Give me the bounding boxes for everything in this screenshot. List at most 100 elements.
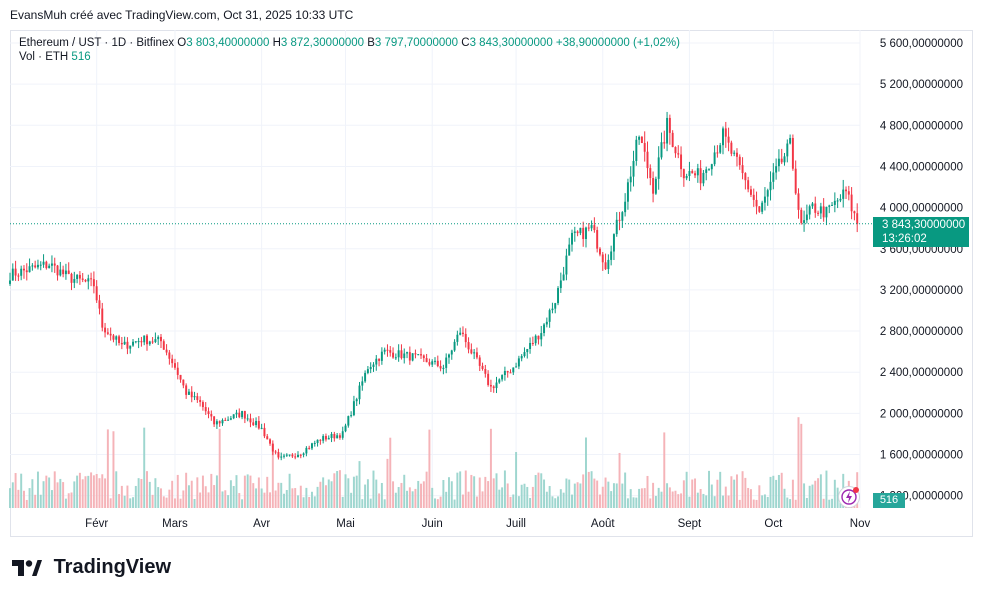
candle-body bbox=[341, 431, 344, 438]
candle-body bbox=[777, 158, 780, 167]
volume-bar bbox=[90, 472, 93, 508]
volume-bar bbox=[828, 499, 831, 508]
candle-body bbox=[36, 264, 39, 268]
candle-body bbox=[193, 396, 196, 398]
candle-body bbox=[604, 262, 607, 270]
x-tick-label: Juin bbox=[422, 518, 443, 530]
volume-bar bbox=[615, 483, 618, 508]
candle-body bbox=[283, 455, 285, 457]
candle-body bbox=[744, 173, 747, 181]
candle-body bbox=[786, 143, 789, 157]
volume-bar bbox=[431, 487, 434, 508]
candle-body bbox=[224, 419, 227, 421]
candle-body bbox=[752, 194, 755, 200]
volume-label[interactable]: Vol · ETH bbox=[19, 51, 69, 63]
volume-bar bbox=[411, 491, 414, 508]
volume-bar bbox=[229, 480, 232, 508]
candle-body bbox=[831, 204, 834, 206]
candle-body bbox=[593, 225, 596, 231]
volume-bar bbox=[654, 495, 657, 508]
candle-body bbox=[828, 205, 831, 207]
candle-body bbox=[333, 433, 336, 439]
volume-bar bbox=[436, 499, 439, 508]
candle-body bbox=[719, 145, 722, 153]
volume-bar bbox=[285, 489, 288, 508]
candle-body bbox=[495, 382, 498, 389]
volume-bar bbox=[434, 498, 436, 508]
volume-bar bbox=[56, 482, 59, 508]
candle-body bbox=[445, 357, 448, 368]
candle-body bbox=[833, 200, 836, 205]
candle-body bbox=[132, 341, 135, 346]
volume-bar bbox=[193, 499, 196, 508]
volume-bar bbox=[148, 481, 151, 508]
volume-bar bbox=[132, 497, 135, 508]
candle-body bbox=[484, 368, 487, 374]
candle-body bbox=[576, 231, 579, 234]
volume-bar bbox=[607, 481, 610, 508]
candle-body bbox=[780, 158, 783, 163]
volume-bar bbox=[501, 487, 504, 508]
y-tick-label: 4 800,00000000 bbox=[880, 120, 963, 132]
symbol-label[interactable]: Ethereum / UST · 1D · Bitfinex bbox=[19, 37, 175, 49]
volume-bar bbox=[489, 428, 492, 508]
candle-body bbox=[470, 349, 473, 354]
volume-bar bbox=[414, 488, 417, 508]
volume-bar bbox=[76, 475, 79, 508]
candle-body bbox=[9, 280, 11, 284]
candle-body bbox=[414, 353, 417, 355]
volume-bar bbox=[576, 482, 579, 508]
volume-bar bbox=[674, 490, 677, 508]
volume-bar bbox=[803, 483, 806, 508]
candle-body bbox=[761, 202, 764, 212]
volume-bar bbox=[733, 479, 736, 508]
candle-body bbox=[554, 303, 557, 309]
volume-bar bbox=[780, 472, 783, 508]
tradingview-logo[interactable]: TradingView bbox=[12, 556, 171, 579]
volume-bar bbox=[422, 481, 425, 508]
candle-body bbox=[310, 443, 313, 449]
candle-body bbox=[327, 437, 330, 440]
candle-body bbox=[425, 358, 428, 363]
volume-bar bbox=[109, 498, 112, 508]
candle-body bbox=[201, 402, 204, 408]
volume-bar bbox=[772, 475, 775, 508]
volume-bar bbox=[333, 473, 336, 508]
candle-body bbox=[372, 364, 375, 367]
volume-bar bbox=[151, 494, 154, 508]
volume-bar bbox=[238, 493, 241, 508]
volume-bar bbox=[28, 488, 31, 508]
candle-body bbox=[207, 411, 210, 415]
x-tick-label: Août bbox=[591, 518, 615, 530]
candle-body bbox=[769, 181, 772, 191]
volume-bar bbox=[763, 494, 766, 508]
volume-bar bbox=[140, 478, 143, 508]
candle-body bbox=[643, 142, 646, 152]
candle-body bbox=[31, 265, 34, 267]
candle-body bbox=[803, 220, 806, 223]
volume-bar bbox=[531, 486, 534, 508]
candle-body bbox=[819, 206, 822, 214]
candle-body bbox=[596, 230, 599, 249]
candle-body bbox=[101, 308, 104, 328]
candle-body bbox=[249, 418, 252, 423]
volume-bar bbox=[635, 497, 638, 508]
volume-bar bbox=[227, 495, 230, 508]
candle-body bbox=[817, 212, 820, 214]
candle-body bbox=[680, 154, 683, 170]
volume-bar bbox=[537, 472, 540, 508]
volume-bar bbox=[492, 478, 495, 508]
candle-body bbox=[587, 227, 590, 229]
volume-bar bbox=[713, 496, 716, 508]
volume-bar bbox=[610, 491, 613, 508]
volume-bar bbox=[473, 476, 476, 508]
candle-body bbox=[20, 268, 23, 276]
candle-body bbox=[98, 300, 101, 309]
candle-body bbox=[288, 454, 291, 456]
candle-body bbox=[95, 286, 98, 301]
candle-body bbox=[48, 265, 51, 269]
candle-body bbox=[685, 176, 688, 179]
low-label: B bbox=[367, 37, 375, 49]
volume-bar bbox=[478, 477, 481, 508]
